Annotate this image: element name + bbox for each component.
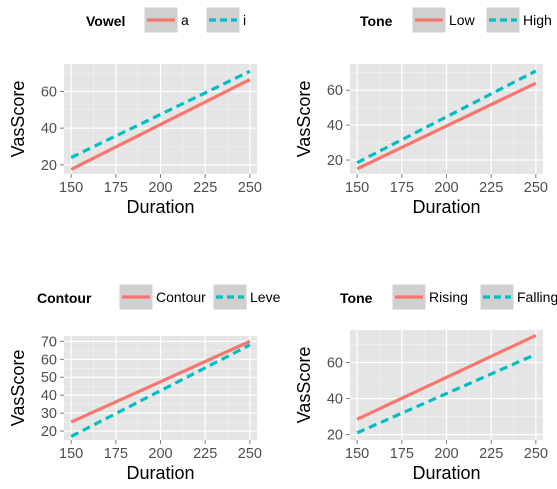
legend-title: Contour xyxy=(37,290,92,306)
x-tick-label: 175 xyxy=(104,180,128,196)
x-tick-label: 200 xyxy=(434,446,458,462)
y-tick-label: 60 xyxy=(327,83,343,99)
x-tick-label: 175 xyxy=(390,180,414,196)
x-tick-label: 200 xyxy=(148,180,172,196)
series-line-a xyxy=(70,78,251,171)
y-tick-label: 40 xyxy=(327,392,343,408)
y-tick-label: 30 xyxy=(41,406,57,422)
y-tick-label: 20 xyxy=(41,158,57,174)
y-axis-title: VasScore xyxy=(8,81,28,158)
legend-label: Low xyxy=(449,12,476,28)
x-tick-label: 175 xyxy=(390,446,414,462)
x-tick-label: 150 xyxy=(59,446,83,462)
y-axis-title: VasScore xyxy=(8,350,28,427)
legend-title: Vowel xyxy=(86,13,125,29)
legend-label: Leve xyxy=(250,289,281,305)
series-line-i xyxy=(70,69,251,159)
y-tick-label: 20 xyxy=(41,424,57,440)
x-tick-label: 250 xyxy=(524,446,548,462)
x-tick-label: 225 xyxy=(193,446,217,462)
x-tick-label: 250 xyxy=(238,180,262,196)
y-tick-label: 60 xyxy=(327,355,343,371)
y-tick-label: 40 xyxy=(41,388,57,404)
legend: Tone Low High xyxy=(360,6,552,34)
y-axis-title: VasScore xyxy=(294,81,314,158)
x-tick-label: 150 xyxy=(345,446,369,462)
legend: Contour Contour Leve xyxy=(37,283,281,311)
y-tick-label: 40 xyxy=(41,121,57,137)
y-tick-label: 20 xyxy=(327,153,343,169)
x-tick-label: 150 xyxy=(59,180,83,196)
x-tick-label: 225 xyxy=(479,446,503,462)
x-axis-title: Duration xyxy=(412,197,480,217)
series-line-rising xyxy=(356,333,537,421)
x-axis-title: Duration xyxy=(412,463,480,483)
legend-title: Tone xyxy=(360,13,393,29)
x-tick-label: 225 xyxy=(479,180,503,196)
x-tick-label: 150 xyxy=(345,180,369,196)
panel-4: 150 175 200 225 250 20 40 60 Duration VasScore Ton… xyxy=(294,283,557,483)
y-axis-title: VasScore xyxy=(294,347,314,424)
series-line-high xyxy=(356,69,537,165)
x-tick-label: 250 xyxy=(238,446,262,462)
legend-label: a xyxy=(181,12,189,28)
x-axis-title: Duration xyxy=(126,463,194,483)
x-tick-label: 250 xyxy=(524,180,548,196)
legend-label: Contour xyxy=(156,289,206,305)
y-tick-label: 50 xyxy=(41,370,57,386)
series-line-low xyxy=(356,81,537,171)
legend-label: Rising xyxy=(429,289,468,305)
legend-label: Falling xyxy=(517,289,557,305)
legend-label: High xyxy=(523,12,552,28)
x-tick-label: 175 xyxy=(104,446,128,462)
x-tick-label: 200 xyxy=(434,180,458,196)
x-tick-label: 225 xyxy=(193,180,217,196)
x-tick-label: 200 xyxy=(148,446,172,462)
panel-3: 150 175 200 225 250 20 30 40 50 60 70 Duration VasSc… xyxy=(8,283,281,483)
series-line-leve xyxy=(70,343,251,438)
series-line-contour xyxy=(70,339,251,424)
series-line-falling xyxy=(356,352,537,435)
panel-2: 150 175 200 225 250 20 40 60 Duration VasScore Ton… xyxy=(294,6,552,217)
y-tick-label: 70 xyxy=(41,334,57,350)
x-axis-title: Duration xyxy=(126,197,194,217)
legend: Vowel a i xyxy=(86,6,246,34)
y-tick-label: 60 xyxy=(41,85,57,101)
panel-1: 150 175 200 225 250 20 40 60 Duration VasScore Vow… xyxy=(8,6,262,217)
legend: Tone Rising Falling xyxy=(340,283,557,311)
legend-label: i xyxy=(243,12,246,28)
y-tick-label: 40 xyxy=(327,118,343,134)
y-tick-label: 20 xyxy=(327,428,343,444)
legend-title: Tone xyxy=(340,290,373,306)
y-tick-label: 60 xyxy=(41,352,57,368)
